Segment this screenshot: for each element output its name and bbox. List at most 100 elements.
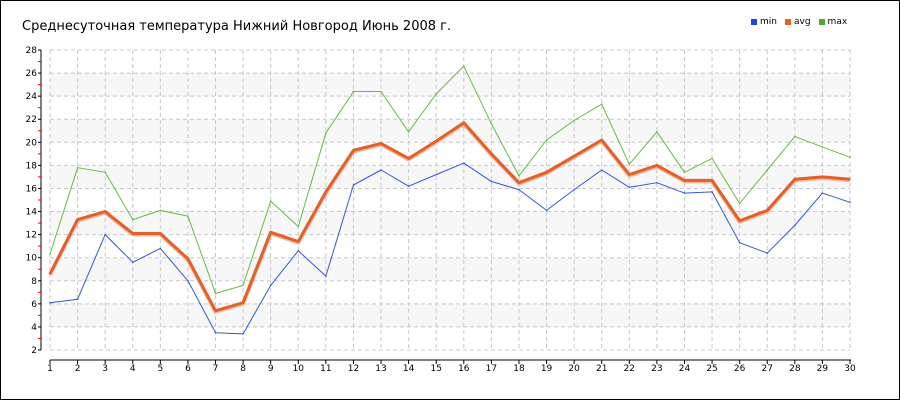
x-tick-label: 7	[213, 364, 219, 374]
x-tick-label: 16	[458, 364, 470, 374]
x-tick-label: 9	[268, 364, 274, 374]
y-tick-label: 4	[31, 323, 37, 333]
data-point-max	[76, 166, 79, 169]
data-point-min	[380, 169, 382, 171]
data-point-max	[242, 284, 244, 287]
data-point-avg	[352, 149, 355, 152]
data-point-max	[600, 103, 603, 106]
legend-swatch-max	[818, 19, 825, 25]
data-point-min	[821, 192, 824, 194]
x-tick-label: 25	[706, 364, 717, 374]
data-point-avg	[380, 142, 382, 145]
x-tick-label: 29	[817, 364, 829, 374]
data-point-avg	[573, 155, 575, 157]
y-tick-label: 18	[26, 161, 38, 171]
data-point-max	[545, 139, 548, 141]
data-point-min	[104, 233, 106, 236]
data-point-min	[76, 298, 79, 301]
x-tick-label: 5	[157, 364, 163, 374]
grid-band	[50, 73, 850, 97]
x-tick-label: 10	[293, 364, 305, 374]
data-point-max	[435, 93, 438, 95]
y-tick-label: 20	[26, 138, 38, 148]
legend: min avg max	[751, 17, 847, 27]
y-tick-label: 8	[31, 277, 37, 287]
data-point-max	[462, 65, 465, 67]
grid-band	[50, 303, 850, 327]
data-point-max	[656, 131, 658, 133]
data-point-avg	[297, 240, 300, 243]
data-point-avg	[214, 309, 217, 312]
data-point-avg	[325, 191, 327, 193]
data-point-min	[766, 252, 769, 254]
legend-swatch-min	[751, 19, 757, 25]
x-tick-label: 13	[375, 364, 386, 374]
x-tick-label: 20	[568, 364, 580, 374]
data-point-min	[49, 301, 51, 304]
data-point-avg	[104, 210, 106, 213]
y-tick-label: 28	[26, 46, 38, 56]
data-point-min	[490, 180, 493, 183]
data-point-min	[187, 279, 189, 282]
data-point-min	[683, 192, 686, 194]
x-tick-label: 1	[47, 364, 53, 374]
data-point-min	[242, 333, 244, 335]
x-tick-label: 19	[541, 364, 553, 374]
data-point-avg	[821, 176, 824, 178]
x-tick-label: 30	[844, 364, 856, 374]
x-tick-label: 21	[596, 364, 607, 374]
x-tick-label: 27	[762, 364, 773, 374]
data-point-max	[766, 169, 769, 171]
data-point-min	[738, 241, 741, 244]
data-point-avg	[794, 178, 796, 181]
data-point-avg	[711, 179, 713, 182]
legend-item-min: min	[751, 17, 777, 27]
data-point-min	[545, 209, 548, 212]
x-tick-label: 15	[430, 364, 441, 374]
x-tick-label: 28	[789, 364, 801, 374]
data-point-max	[49, 253, 51, 256]
y-tick-label: 2	[31, 346, 37, 356]
data-point-min	[297, 249, 300, 252]
data-point-max	[711, 157, 713, 160]
legend-swatch-avg	[784, 19, 791, 25]
data-point-min	[352, 184, 355, 186]
data-point-max	[490, 123, 493, 125]
x-tick-label: 2	[75, 364, 81, 374]
data-point-avg	[490, 153, 493, 155]
data-point-max	[352, 90, 355, 93]
data-point-min	[435, 173, 438, 176]
data-point-min	[214, 331, 217, 334]
data-point-max	[325, 132, 327, 134]
data-point-avg	[131, 232, 134, 235]
data-point-min	[794, 224, 796, 227]
x-tick-label: 24	[679, 364, 691, 374]
x-tick-label: 22	[624, 364, 635, 374]
data-point-avg	[683, 179, 686, 182]
legend-item-max: max	[818, 17, 847, 27]
data-point-max	[214, 292, 217, 295]
data-point-avg	[269, 231, 272, 234]
x-tick-label: 17	[486, 364, 497, 374]
data-point-max	[407, 131, 410, 133]
data-point-min	[159, 247, 162, 250]
grid-band	[50, 165, 850, 189]
data-point-min	[573, 188, 575, 191]
grid-band	[50, 211, 850, 235]
y-tick-label: 12	[26, 231, 37, 241]
data-point-min	[711, 191, 713, 193]
x-tick-label: 23	[651, 364, 662, 374]
data-point-max	[104, 171, 106, 174]
data-point-min	[131, 261, 134, 264]
data-point-min	[628, 186, 631, 189]
data-point-max	[738, 202, 741, 205]
x-tick-label: 14	[403, 364, 415, 374]
data-point-max	[821, 146, 824, 148]
data-point-avg	[49, 273, 51, 275]
y-tick-label: 14	[26, 208, 38, 218]
data-point-avg	[849, 178, 851, 181]
data-point-avg	[435, 140, 438, 142]
data-point-min	[656, 181, 658, 184]
data-point-min	[518, 188, 520, 191]
